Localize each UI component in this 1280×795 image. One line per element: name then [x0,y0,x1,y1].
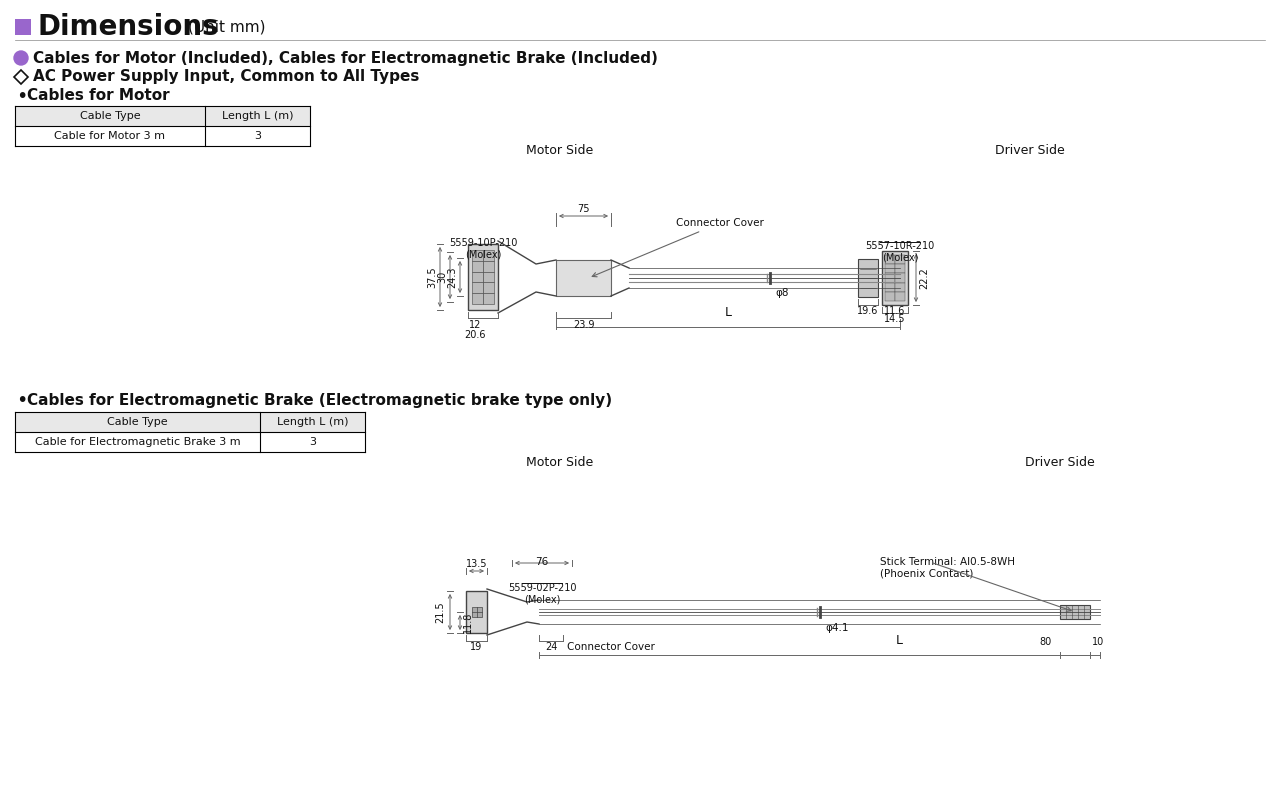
Text: Cable for Motor 3 m: Cable for Motor 3 m [55,131,165,141]
Bar [15,412,365,432]
Bar [466,591,486,633]
Text: Cables for Motor: Cables for Motor [27,88,170,103]
Text: 5559-10P-210
(Molex): 5559-10P-210 (Molex) [449,238,517,260]
Bar [884,255,895,264]
Text: 11.8: 11.8 [463,612,474,633]
Text: Driver Side: Driver Side [995,144,1065,157]
Text: 30: 30 [436,271,447,283]
Bar [472,293,483,304]
Text: •: • [15,390,27,409]
Text: Cable for Electromagnetic Brake 3 m: Cable for Electromagnetic Brake 3 m [35,437,241,447]
Text: 37.5: 37.5 [428,266,436,288]
Bar [483,261,494,272]
Text: 24.3: 24.3 [447,266,457,288]
Bar [468,244,498,310]
Bar [858,259,878,297]
Bar [483,250,494,261]
Text: Motor Side: Motor Side [526,144,594,157]
Text: 5559-02P-210
(Molex): 5559-02P-210 (Molex) [508,583,576,605]
Text: Dimensions: Dimensions [37,13,219,41]
Text: Stick Terminal: AI0.5-8WH
(Phoenix Contact): Stick Terminal: AI0.5-8WH (Phoenix Conta… [881,557,1015,579]
Text: 19.6: 19.6 [858,306,878,316]
Bar [483,282,494,293]
Bar [884,273,895,282]
Bar [15,106,310,126]
Bar [472,250,483,261]
Bar [472,272,483,282]
Text: AC Power Supply Input, Common to All Types: AC Power Supply Input, Common to All Typ… [33,69,420,84]
Text: (Unit mm): (Unit mm) [188,20,265,34]
Text: 80: 80 [1039,637,1051,647]
Text: Cable Type: Cable Type [79,111,141,121]
Text: 19: 19 [470,642,483,652]
Bar [895,273,905,282]
Text: L: L [724,306,731,319]
Bar [895,292,905,301]
Text: 21.5: 21.5 [435,601,445,622]
Bar [895,255,905,264]
Text: Motor Side: Motor Side [526,456,594,468]
Bar [884,264,895,273]
Bar [472,261,483,272]
Text: 24: 24 [545,642,557,652]
Text: Cables for Electromagnetic Brake (Electromagnetic brake type only): Cables for Electromagnetic Brake (Electr… [27,393,612,408]
Text: Connector Cover: Connector Cover [567,642,655,652]
Circle shape [14,51,28,65]
Text: φ8: φ8 [774,288,788,298]
Text: 3: 3 [253,131,261,141]
Text: 76: 76 [535,557,549,567]
Text: •: • [15,87,27,106]
Bar [895,282,905,292]
Text: L: L [896,634,902,647]
Text: 14.5: 14.5 [884,314,906,324]
Bar [556,260,611,296]
Text: 75: 75 [577,204,590,214]
Text: Cables for Motor (Included), Cables for Electromagnetic Brake (Included): Cables for Motor (Included), Cables for … [33,51,658,65]
Bar [472,282,483,293]
Bar [895,264,905,273]
Bar [884,282,895,292]
Text: 5557-10R-210
(Molex): 5557-10R-210 (Molex) [865,241,934,262]
Bar [1060,605,1091,619]
Bar [884,292,895,301]
Bar [882,251,908,305]
Text: 3: 3 [308,437,316,447]
Bar [483,272,494,282]
Text: Length L (m): Length L (m) [221,111,293,121]
Bar [483,293,494,304]
Text: 20.6: 20.6 [465,330,485,340]
Text: 10: 10 [1092,637,1105,647]
Bar [15,19,31,35]
Text: 13.5: 13.5 [466,559,488,569]
Text: 22.2: 22.2 [919,267,929,289]
Text: Cable Type: Cable Type [108,417,168,427]
Text: 11.6: 11.6 [884,306,906,316]
Text: 23.9: 23.9 [572,320,594,330]
Text: 12: 12 [468,320,481,330]
Text: Length L (m): Length L (m) [276,417,348,427]
Bar [471,607,481,617]
Text: Connector Cover: Connector Cover [593,218,764,277]
Text: φ4.1: φ4.1 [826,623,849,633]
Text: Driver Side: Driver Side [1025,456,1094,468]
